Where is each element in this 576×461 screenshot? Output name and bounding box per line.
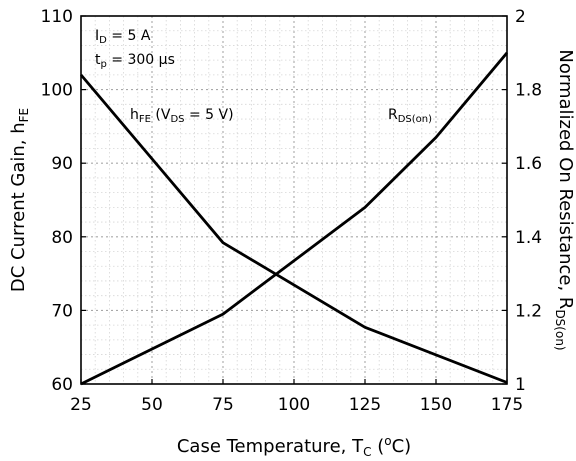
- y-right-tick-label: 1.4: [515, 228, 542, 248]
- x-tick-label: 150: [420, 395, 452, 415]
- y-right-tick-label: 2: [515, 7, 526, 27]
- y-left-tick-label: 60: [51, 375, 73, 395]
- series-label-rds: RDS(on): [388, 107, 432, 125]
- y-left-tick-label: 100: [41, 81, 73, 101]
- y-right-axis-title: Normalized On Resistance, RDS(on): [553, 49, 576, 350]
- series-line-hfe: [79, 73, 508, 384]
- condition-tp: tp = 300 µs: [95, 52, 175, 70]
- x-tick-label: 75: [212, 395, 234, 415]
- y-left-tick-label: 70: [51, 301, 73, 321]
- y-right-tick-label: 1.6: [515, 154, 542, 174]
- y-left-tick-label: 90: [51, 154, 73, 174]
- series-label-hfe: hFE (VDS = 5 V): [130, 107, 234, 125]
- series-line-rdson: [80, 51, 509, 386]
- y-left-tick-label: 110: [41, 7, 73, 27]
- x-tick-label: 175: [491, 395, 523, 415]
- x-axis-title: Case Temperature, TC (oC): [177, 434, 411, 459]
- ticks: 25 50 75 100 125 150 175 60 70 80 90 100 110 1 1.2 1.4 1…: [41, 7, 543, 415]
- x-tick-label: 25: [70, 395, 92, 415]
- y-right-tick-label: 1: [515, 375, 526, 395]
- series-layer: [79, 51, 509, 386]
- y-right-tick-label: 1.8: [515, 81, 542, 101]
- x-tick-label: 100: [278, 395, 310, 415]
- grid: [81, 16, 507, 384]
- x-tick-label: 50: [141, 395, 163, 415]
- x-tick-label: 125: [349, 395, 381, 415]
- y-right-tick-label: 1.2: [515, 301, 542, 321]
- y-left-axis-title: DC Current Gain, hFE: [8, 108, 31, 292]
- y-left-tick-label: 80: [51, 228, 73, 248]
- condition-id: ID = 5 A: [95, 28, 151, 46]
